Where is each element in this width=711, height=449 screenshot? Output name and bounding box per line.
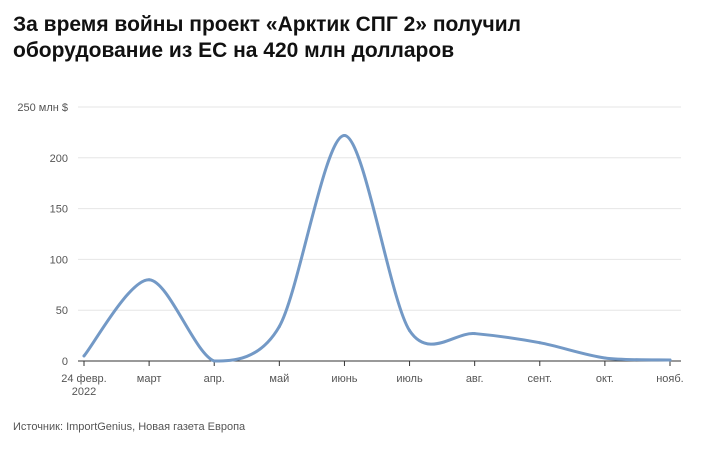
y-tick-label-200: 200	[50, 153, 68, 165]
x-tick-label: март	[137, 373, 162, 385]
data-point	[342, 133, 346, 137]
x-tick-label: июль	[396, 373, 423, 385]
gridlines	[78, 106, 681, 311]
series-line-0	[82, 133, 672, 363]
data-point	[212, 359, 216, 363]
y-tick-label-0: 0	[62, 356, 68, 368]
x-tick-label: июнь	[331, 373, 357, 385]
x-axis: 24 февр. 2022 март апр. май июнь июль авг. сент.…	[61, 360, 684, 398]
data-point	[538, 341, 542, 345]
x-tick-label: авг.	[466, 373, 484, 385]
x-tick-label: сент.	[527, 373, 552, 385]
data-point	[82, 354, 86, 358]
chart-title-line-2: оборудование из ЕС на 420 млн долларов	[13, 39, 455, 62]
x-tick-label: нояб.	[656, 373, 684, 385]
series-group	[82, 133, 672, 363]
data-point	[408, 329, 412, 333]
y-axis-tick-labels: 0 50 100 150 200 250 млн $	[17, 102, 68, 368]
x-tick-label: 24 февр. 2022	[61, 373, 106, 398]
x-tick-label: окт.	[596, 373, 614, 385]
y-tick-label-150: 150	[50, 204, 68, 216]
chart-title-line-1: За время войны проект «Арктик СПГ 2» пол…	[13, 13, 521, 36]
data-point	[668, 358, 672, 362]
y-tick-label-250: 250 млн $	[17, 102, 68, 114]
x-tick-label: май	[269, 373, 289, 385]
data-point	[603, 356, 607, 360]
data-point	[277, 324, 281, 328]
y-tick-label-100: 100	[50, 254, 68, 266]
x-tick-label: апр.	[204, 373, 225, 385]
data-point	[473, 332, 477, 336]
source-note: Источник: ImportGenius, Новая газета Евр…	[13, 421, 246, 433]
chart-title: За время войны проект «Арктик СПГ 2» пол…	[13, 12, 703, 64]
y-tick-label-50: 50	[56, 305, 68, 317]
data-point	[147, 278, 151, 282]
